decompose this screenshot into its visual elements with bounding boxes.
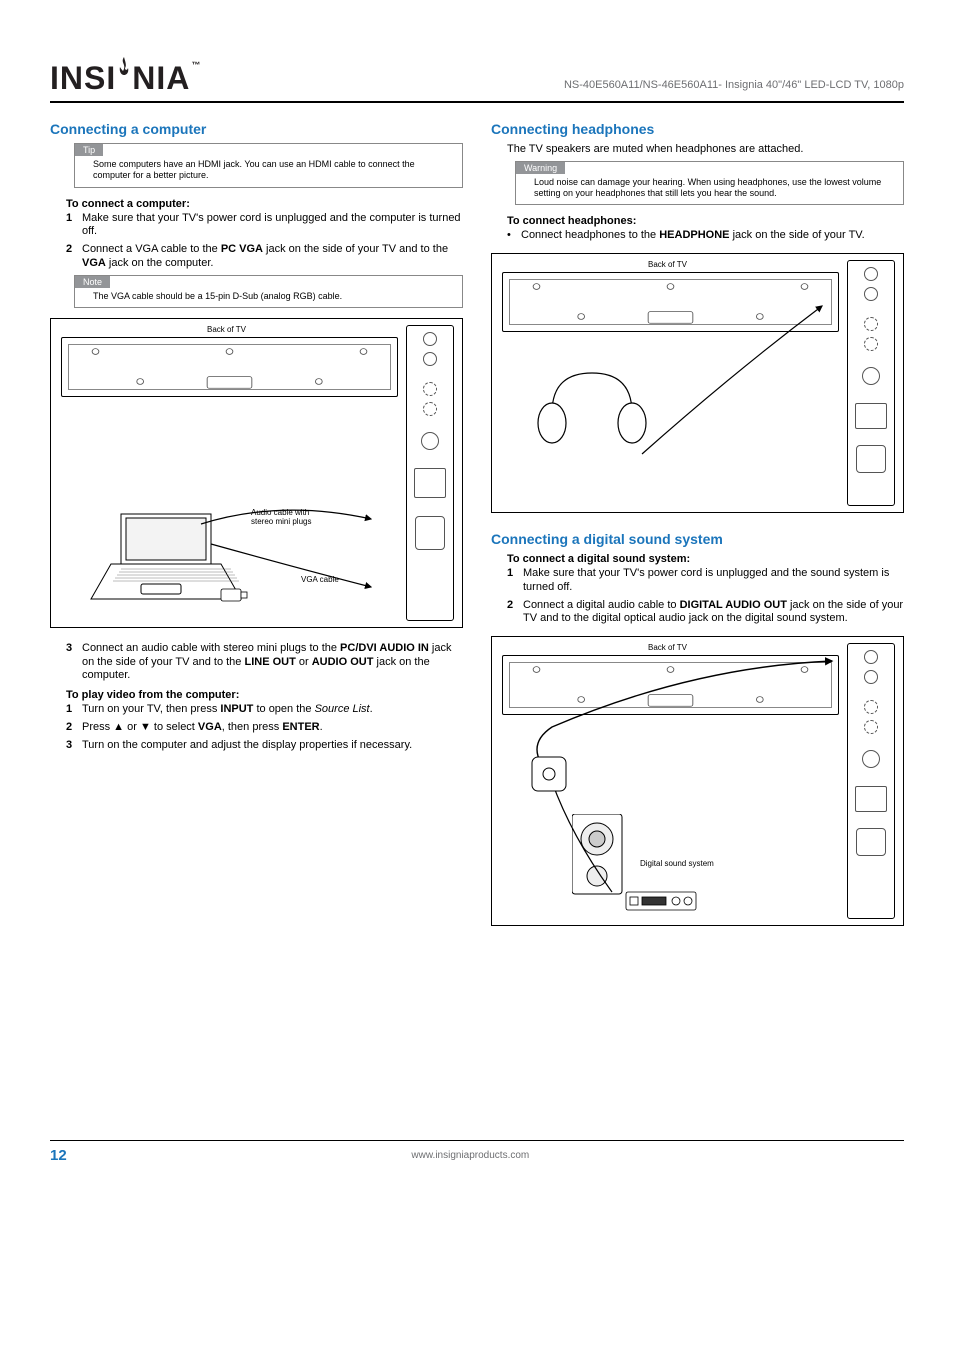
play-video-steps: 1Turn on your TV, then press INPUT to op… bbox=[66, 703, 463, 752]
step-num: 2 bbox=[507, 599, 523, 627]
to-connect-headphones-title: To connect headphones: bbox=[507, 215, 904, 227]
step-num: 3 bbox=[66, 739, 82, 753]
hp-intro: The TV speakers are muted when headphone… bbox=[507, 143, 904, 157]
bullet-text: Connect headphones to the HEADPHONE jack… bbox=[521, 229, 865, 243]
step-num: 3 bbox=[66, 642, 82, 683]
section-connecting-headphones: Connecting headphones bbox=[491, 121, 904, 137]
logo-flame-icon bbox=[117, 57, 131, 80]
note-body: The VGA cable should be a 15-pin D-Sub (… bbox=[75, 288, 462, 307]
footer-url: www.insigniaproducts.com bbox=[411, 1150, 529, 1161]
note-head: Note bbox=[75, 276, 110, 288]
section-digital-sound: Connecting a digital sound system bbox=[491, 531, 904, 547]
tip-callout: Tip Some computers have an HDMI jack. Yo… bbox=[74, 143, 463, 188]
right-column: Connecting headphones The TV speakers ar… bbox=[491, 121, 904, 940]
warning-body: Loud noise can damage your hearing. When… bbox=[516, 174, 903, 205]
section-connecting-computer: Connecting a computer bbox=[50, 121, 463, 137]
figure-digital-sound: Back of TV bbox=[491, 636, 904, 926]
step-text: Connect a digital audio cable to DIGITAL… bbox=[523, 599, 904, 627]
figure-headphones: Back of TV bbox=[491, 253, 904, 513]
step-num: 2 bbox=[66, 243, 82, 271]
page-footer: 12 www.insigniaproducts.com bbox=[50, 1140, 904, 1164]
step-num: 1 bbox=[66, 703, 82, 717]
step-text: Make sure that your TV's power cord is u… bbox=[523, 567, 904, 595]
step-text: Turn on the computer and adjust the disp… bbox=[82, 739, 412, 753]
warning-callout: Warning Loud noise can damage your heari… bbox=[515, 161, 904, 206]
page-number: 12 bbox=[50, 1147, 67, 1164]
hp-bullets: Connect headphones to the HEADPHONE jack… bbox=[507, 229, 904, 243]
ds-steps: 1Make sure that your TV's power cord is … bbox=[507, 567, 904, 626]
tip-body: Some computers have an HDMI jack. You ca… bbox=[75, 156, 462, 187]
step-item: 2Connect a digital audio cable to DIGITA… bbox=[507, 599, 904, 627]
left-column: Connecting a computer Tip Some computers… bbox=[50, 121, 463, 940]
step-text: Make sure that your TV's power cord is u… bbox=[82, 212, 463, 240]
note-callout: Note The VGA cable should be a 15-pin D-… bbox=[74, 275, 463, 308]
model-line: NS-40E560A11/NS-46E560A11- Insignia 40"/… bbox=[564, 79, 904, 97]
step-num: 1 bbox=[507, 567, 523, 595]
step-item: 1Make sure that your TV's power cord is … bbox=[66, 212, 463, 240]
step-item: 1Make sure that your TV's power cord is … bbox=[507, 567, 904, 595]
step-item: 2Connect a VGA cable to the PC VGA jack … bbox=[66, 243, 463, 271]
connect-computer-steps: 1Make sure that your TV's power cord is … bbox=[66, 212, 463, 271]
connect-computer-step3: 3Connect an audio cable with stereo mini… bbox=[66, 642, 463, 683]
step-text: Turn on your TV, then press INPUT to ope… bbox=[82, 703, 373, 717]
brand-logo: INSI NIA ™ bbox=[50, 60, 201, 97]
step-item: 3Turn on the computer and adjust the dis… bbox=[66, 739, 463, 753]
to-connect-computer-title: To connect a computer: bbox=[66, 198, 463, 210]
step-item: 2Press ▲ or ▼ to select VGA, then press … bbox=[66, 721, 463, 735]
cable-lines bbox=[492, 637, 903, 925]
step-text: Connect an audio cable with stereo mini … bbox=[82, 642, 463, 683]
step-num: 1 bbox=[66, 212, 82, 240]
logo-text: INSI bbox=[50, 60, 116, 97]
figure-computer: Back of TV bbox=[50, 318, 463, 628]
content-columns: Connecting a computer Tip Some computers… bbox=[50, 121, 904, 940]
warning-head: Warning bbox=[516, 162, 565, 174]
to-connect-digital-sound-title: To connect a digital sound system: bbox=[507, 553, 904, 565]
step-item: 3Connect an audio cable with stereo mini… bbox=[66, 642, 463, 683]
step-text: Connect a VGA cable to the PC VGA jack o… bbox=[82, 243, 463, 271]
to-play-video-title: To play video from the computer: bbox=[66, 689, 463, 701]
step-item: 1Turn on your TV, then press INPUT to op… bbox=[66, 703, 463, 717]
logo-tm: ™ bbox=[191, 60, 201, 70]
tip-head: Tip bbox=[75, 144, 103, 156]
step-text: Press ▲ or ▼ to select VGA, then press E… bbox=[82, 721, 323, 735]
cable-lines bbox=[51, 319, 462, 627]
step-num: 2 bbox=[66, 721, 82, 735]
bullet-item: Connect headphones to the HEADPHONE jack… bbox=[507, 229, 904, 243]
page-header: INSI NIA ™ NS-40E560A11/NS-46E560A11- In… bbox=[50, 60, 904, 103]
logo-text-2: NIA bbox=[132, 60, 190, 97]
cable-lines bbox=[492, 254, 903, 512]
